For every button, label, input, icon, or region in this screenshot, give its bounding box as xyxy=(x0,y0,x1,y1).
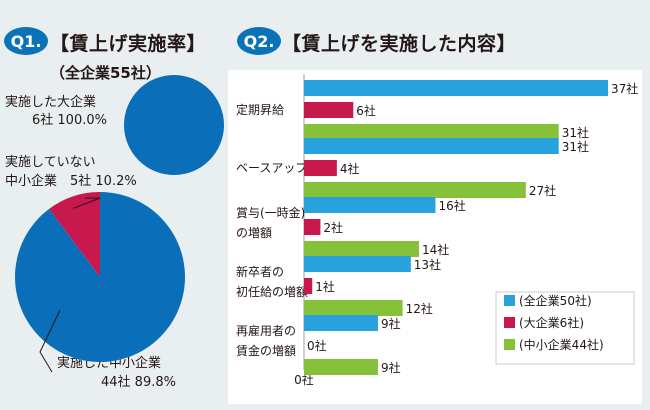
sme-not-label-line1: 実施していない xyxy=(5,155,96,170)
q2-bar xyxy=(304,315,378,331)
q2-bar xyxy=(304,138,559,154)
q2-legend-swatch xyxy=(504,295,515,306)
sme-impl-leader-line xyxy=(39,309,61,373)
q2-bar xyxy=(304,300,403,316)
q2-bar-value-label: 9社 xyxy=(381,360,401,375)
q2-bar xyxy=(304,102,354,118)
q2-bar-value-label: 1社 xyxy=(315,279,335,294)
q2-legend-label: (大企業6社) xyxy=(519,315,584,330)
q2-badge: Q2. xyxy=(237,27,281,55)
q2-legend: (全企業50社) (大企業6社) (中小企業44社) xyxy=(495,291,635,365)
q2-bar-value-label: 31社 xyxy=(562,125,589,140)
q2-category-label: の増額 xyxy=(236,226,272,240)
q1-badge-text: Q1. xyxy=(11,32,42,51)
q2-category-label: 初任給の増額 xyxy=(236,285,308,299)
q2-legend-label: (全企業50社) xyxy=(519,293,592,308)
q2-bar-value-label: 0社 xyxy=(307,338,327,353)
sme-impl-label-line2: 44社 89.8% xyxy=(101,375,176,390)
q1-subtitle: （全企業55社） xyxy=(50,64,161,82)
q2-badge-shape xyxy=(237,27,281,55)
q2-bar-value-label: 9社 xyxy=(381,316,401,331)
q2-chart-panel: 0社 定期昇給 37社 6社 31社ベースアップ 31社 4社 27社賞与(一時金) の増額 16… xyxy=(228,70,642,404)
q2-title: 【賃上げを実施した内容】 xyxy=(282,33,517,55)
q2-bar-value-label: 12社 xyxy=(406,301,433,316)
q2-bar xyxy=(304,197,436,213)
sme-not-label-line2: 中小企業 5社 10.2% xyxy=(5,174,137,189)
q2-category-label: 賞与(一時金) xyxy=(236,205,305,220)
q2-legend-label: (中小企業44社) xyxy=(519,337,604,352)
sme-not-leader-line xyxy=(73,197,101,209)
q2-bar-value-label: 14社 xyxy=(422,242,449,257)
large-pie-label-line1: 実施した大企業 xyxy=(5,95,97,110)
q2-category-label: 賃金の増額 xyxy=(236,343,296,358)
sme-pie-slice-not-implemented xyxy=(49,192,100,277)
q2-category-label: 新卒者の xyxy=(236,264,284,279)
q2-bar-value-label: 4社 xyxy=(340,161,360,176)
q1-badge-shape xyxy=(4,27,48,55)
q1-title: 【賃上げ実施率】 xyxy=(50,33,207,55)
large-pie-slice-implemented xyxy=(124,75,224,175)
q2-bar-value-label: 6社 xyxy=(356,103,376,118)
q2-legend-box xyxy=(495,291,635,365)
q2-bar xyxy=(304,182,526,198)
q2-legend-swatch xyxy=(504,317,515,328)
q2-legend-swatch xyxy=(504,339,515,350)
q2-axis-zero-label: 0社 xyxy=(294,372,314,387)
q2-bar xyxy=(304,359,378,375)
q2-bar xyxy=(304,278,313,294)
q2-bar-value-label: 37社 xyxy=(611,81,638,96)
q2-bar-value-label: 31社 xyxy=(562,139,589,154)
q2-bar xyxy=(304,256,411,272)
q2-category-label: 定期昇給 xyxy=(236,102,284,117)
q2-bar xyxy=(304,219,321,235)
q2-category-label: ベースアップ xyxy=(236,161,307,175)
q2-bar xyxy=(304,80,608,96)
q2-bar-value-label: 2社 xyxy=(323,220,343,235)
q2-bar-value-label: 16社 xyxy=(438,198,465,213)
q2-bar-value-label: 27社 xyxy=(529,183,556,198)
q1-pies xyxy=(14,75,224,373)
q2-category-label: 再雇用者の xyxy=(236,323,296,338)
q1-badge: Q1. xyxy=(4,27,48,55)
q2-bar xyxy=(304,241,420,257)
large-pie-label-line2: 6社 100.0% xyxy=(32,113,107,128)
q2-bar-value-label: 13社 xyxy=(414,257,441,272)
q2-bar xyxy=(304,160,337,176)
q2-badge-text: Q2. xyxy=(244,32,275,51)
q2-bar xyxy=(304,124,559,140)
